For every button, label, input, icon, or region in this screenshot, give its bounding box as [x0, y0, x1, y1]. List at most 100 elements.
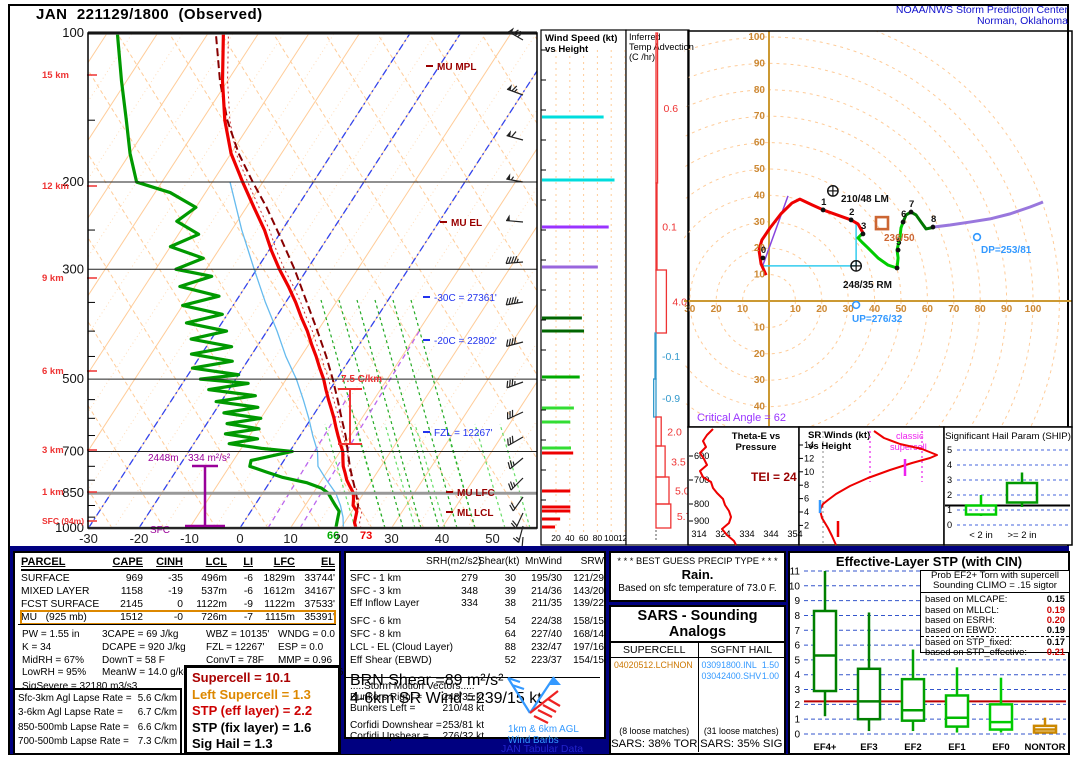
sars-title: SARS - Sounding Analogs — [611, 607, 784, 643]
svg-text:30: 30 — [843, 304, 855, 315]
tabular-data-link[interactable]: JAN Tabular Data — [501, 743, 584, 755]
svg-text:10: 10 — [754, 322, 766, 333]
svg-text:7.5 C/km: 7.5 C/km — [341, 374, 382, 385]
svg-text:2: 2 — [849, 207, 854, 218]
svg-text:1000: 1000 — [55, 520, 84, 535]
svg-text:60: 60 — [754, 138, 766, 149]
sars-match-entry: 04020512.LCH NON — [614, 660, 693, 670]
page-title: JAN 221129/1800 (Observed) — [36, 6, 263, 23]
svg-text:5: 5 — [947, 445, 952, 455]
parcel-table-row: SURFACE 969 -35 496m -6 1829m 33744' — [21, 573, 335, 584]
svg-text:0.6: 0.6 — [664, 103, 679, 115]
svg-text:4: 4 — [947, 460, 952, 470]
kinematics-row: SFC - 8 km 64 227/40 168/14 — [350, 628, 604, 640]
svg-text:60: 60 — [579, 533, 589, 543]
probability-row: based on STP_effective: 0.21 — [925, 645, 1065, 657]
svg-text:9: 9 — [794, 596, 800, 607]
svg-text:NONTOR: NONTOR — [1025, 742, 1066, 753]
svg-text:7: 7 — [794, 626, 800, 637]
svg-text:MU MPL: MU MPL — [437, 62, 476, 73]
thermo-value: LowRH = 95% — [22, 667, 87, 679]
thermo-value: WNDG = 0.0 — [278, 629, 335, 640]
sr-wind-4-6km: 4-6km SR Wind = 239/15 kt — [350, 690, 542, 708]
svg-text:< 2 in: < 2 in — [969, 530, 993, 541]
thermo-value: 3CAPE = 69 J/kg — [102, 629, 179, 640]
svg-text:-10: -10 — [180, 531, 199, 546]
svg-text:20: 20 — [551, 533, 561, 543]
svg-text:10: 10 — [754, 270, 766, 281]
agency-line1: NOAA/NWS Storm Prediction Center — [895, 4, 1068, 16]
svg-text:100: 100 — [604, 533, 619, 543]
svg-text:0: 0 — [947, 520, 952, 530]
thermo-value: DCAPE = 920 J/kg — [102, 641, 186, 653]
hazard-index: Supercell = 10.1 — [192, 670, 291, 685]
sars-hail-column: SGFNT HAIL 03091800.INL 1.50 03042400.SHV 1… — [697, 643, 784, 752]
svg-text:248/35 RM: 248/35 RM — [843, 280, 892, 291]
sars-sig-probability: SARS: 35% SIG — [700, 738, 783, 750]
thermo-value: K = 34 — [22, 641, 52, 653]
svg-text:314: 314 — [691, 529, 706, 539]
svg-text:300: 300 — [62, 261, 84, 276]
storm-motion-row: Corfidi Downshear = 253/81 kt — [350, 719, 484, 731]
svg-text:0.1: 0.1 — [662, 222, 677, 234]
svg-text:70: 70 — [754, 111, 766, 122]
svg-text:-20: -20 — [130, 531, 149, 546]
svg-text:vs Height: vs Height — [545, 44, 589, 55]
parcel-table: PARCEL CAPE CINH LCL LI LFC EL SURFACE 969 -35 49… — [20, 556, 336, 625]
parcel-table-row: MU (925 mb) 1512 -0 726m -7 1115m 35391' — [20, 610, 336, 625]
brn-shear: BRN Shear = 89 m²/s² — [350, 672, 504, 690]
svg-text:SR Winds (kt): SR Winds (kt) — [808, 430, 870, 441]
svg-text:2.0: 2.0 — [667, 427, 682, 439]
kinematics-row: Eff Shear (EBWD) 52 223/37 154/15 — [350, 654, 604, 666]
parcel-table-row: MIXED LAYER 1158 -19 537m -6 1612m 34167' — [21, 586, 335, 597]
svg-text:2: 2 — [794, 700, 800, 711]
lapse-rate-row: 700-500mb Lapse Rate = 7.3 C/km — [18, 735, 177, 747]
svg-text:-20C = 22802': -20C = 22802' — [434, 336, 497, 347]
lapse-rate-row: Sfc-3km Agl Lapse Rate = 5.6 C/km — [18, 693, 177, 704]
svg-text:-30: -30 — [79, 531, 98, 546]
svg-text:4: 4 — [804, 507, 809, 517]
svg-text:324: 324 — [715, 529, 730, 539]
caption-line1: 1km & 6km AGL — [508, 724, 579, 735]
precip-type-panel: * * * BEST GUESS PRECIP TYPE * * * Rain.… — [609, 551, 786, 602]
svg-text:classic: classic — [896, 431, 924, 441]
svg-text:334: 334 — [739, 529, 754, 539]
kinematics-row: SFC - 6 km 54 224/38 158/15 — [350, 616, 604, 628]
storm-motion-row: Bunkers Left = 210/48 kt — [350, 703, 484, 715]
svg-text:40: 40 — [435, 531, 449, 546]
svg-text:20: 20 — [816, 304, 828, 315]
svg-text:8: 8 — [804, 480, 809, 490]
svg-text:FZL = 12267': FZL = 12267' — [434, 428, 493, 439]
kinematics-row: SFC - 1 km 279 30 195/30 121/29 — [350, 572, 604, 584]
svg-text:supercell: supercell — [890, 442, 927, 452]
svg-text:30: 30 — [754, 217, 766, 228]
lapse-rate-row: 850-500mb Lapse Rate = 6.6 C/km — [18, 721, 177, 733]
hazard-index: STP (fix layer) = 1.6 — [192, 719, 312, 735]
kinematics-header: SRH(m2/s2) Shear(kt) MnWind SRW — [350, 556, 604, 571]
svg-text:344: 344 — [763, 529, 778, 539]
wind-barb-caption: 1km & 6km AGL Wind Barbs — [508, 724, 579, 746]
svg-text:TEI = 24: TEI = 24 — [751, 470, 797, 484]
svg-text:Inferred: Inferred — [629, 32, 661, 42]
kinematics-row: Eff Inflow Layer 334 38 211/35 139/22 — [350, 598, 604, 610]
svg-text:10: 10 — [737, 304, 749, 315]
svg-text:3: 3 — [861, 221, 866, 232]
svg-text:DP=253/81: DP=253/81 — [981, 245, 1032, 256]
skewt-chart: MU MPL MU EL -30C = 27361' -20C = 22802' FZL… — [42, 25, 538, 547]
svg-text:SFC (94m): SFC (94m) — [42, 516, 84, 526]
sars-hail-matches: (31 loose matches) — [703, 726, 779, 736]
svg-text:10: 10 — [283, 531, 297, 546]
svg-text:-0.9: -0.9 — [662, 393, 680, 405]
sars-match-entry: 03042400.SHV 1.00 — [701, 670, 780, 681]
svg-text:Theta-E vs: Theta-E vs — [732, 431, 781, 442]
svg-text:236/50: 236/50 — [884, 233, 915, 244]
precip-heading: * * * BEST GUESS PRECIP TYPE * * * — [617, 556, 778, 566]
storm-motion-block: .....Storm Motion Vectors..... Bunkers R… — [350, 681, 490, 742]
svg-text:5.0: 5.0 — [675, 486, 690, 498]
svg-text:500: 500 — [62, 371, 84, 386]
svg-text:5: 5 — [896, 237, 902, 248]
hazard-index: Left Supercell = 1.3 — [192, 686, 311, 702]
svg-text:(C /hr): (C /hr) — [629, 52, 655, 62]
